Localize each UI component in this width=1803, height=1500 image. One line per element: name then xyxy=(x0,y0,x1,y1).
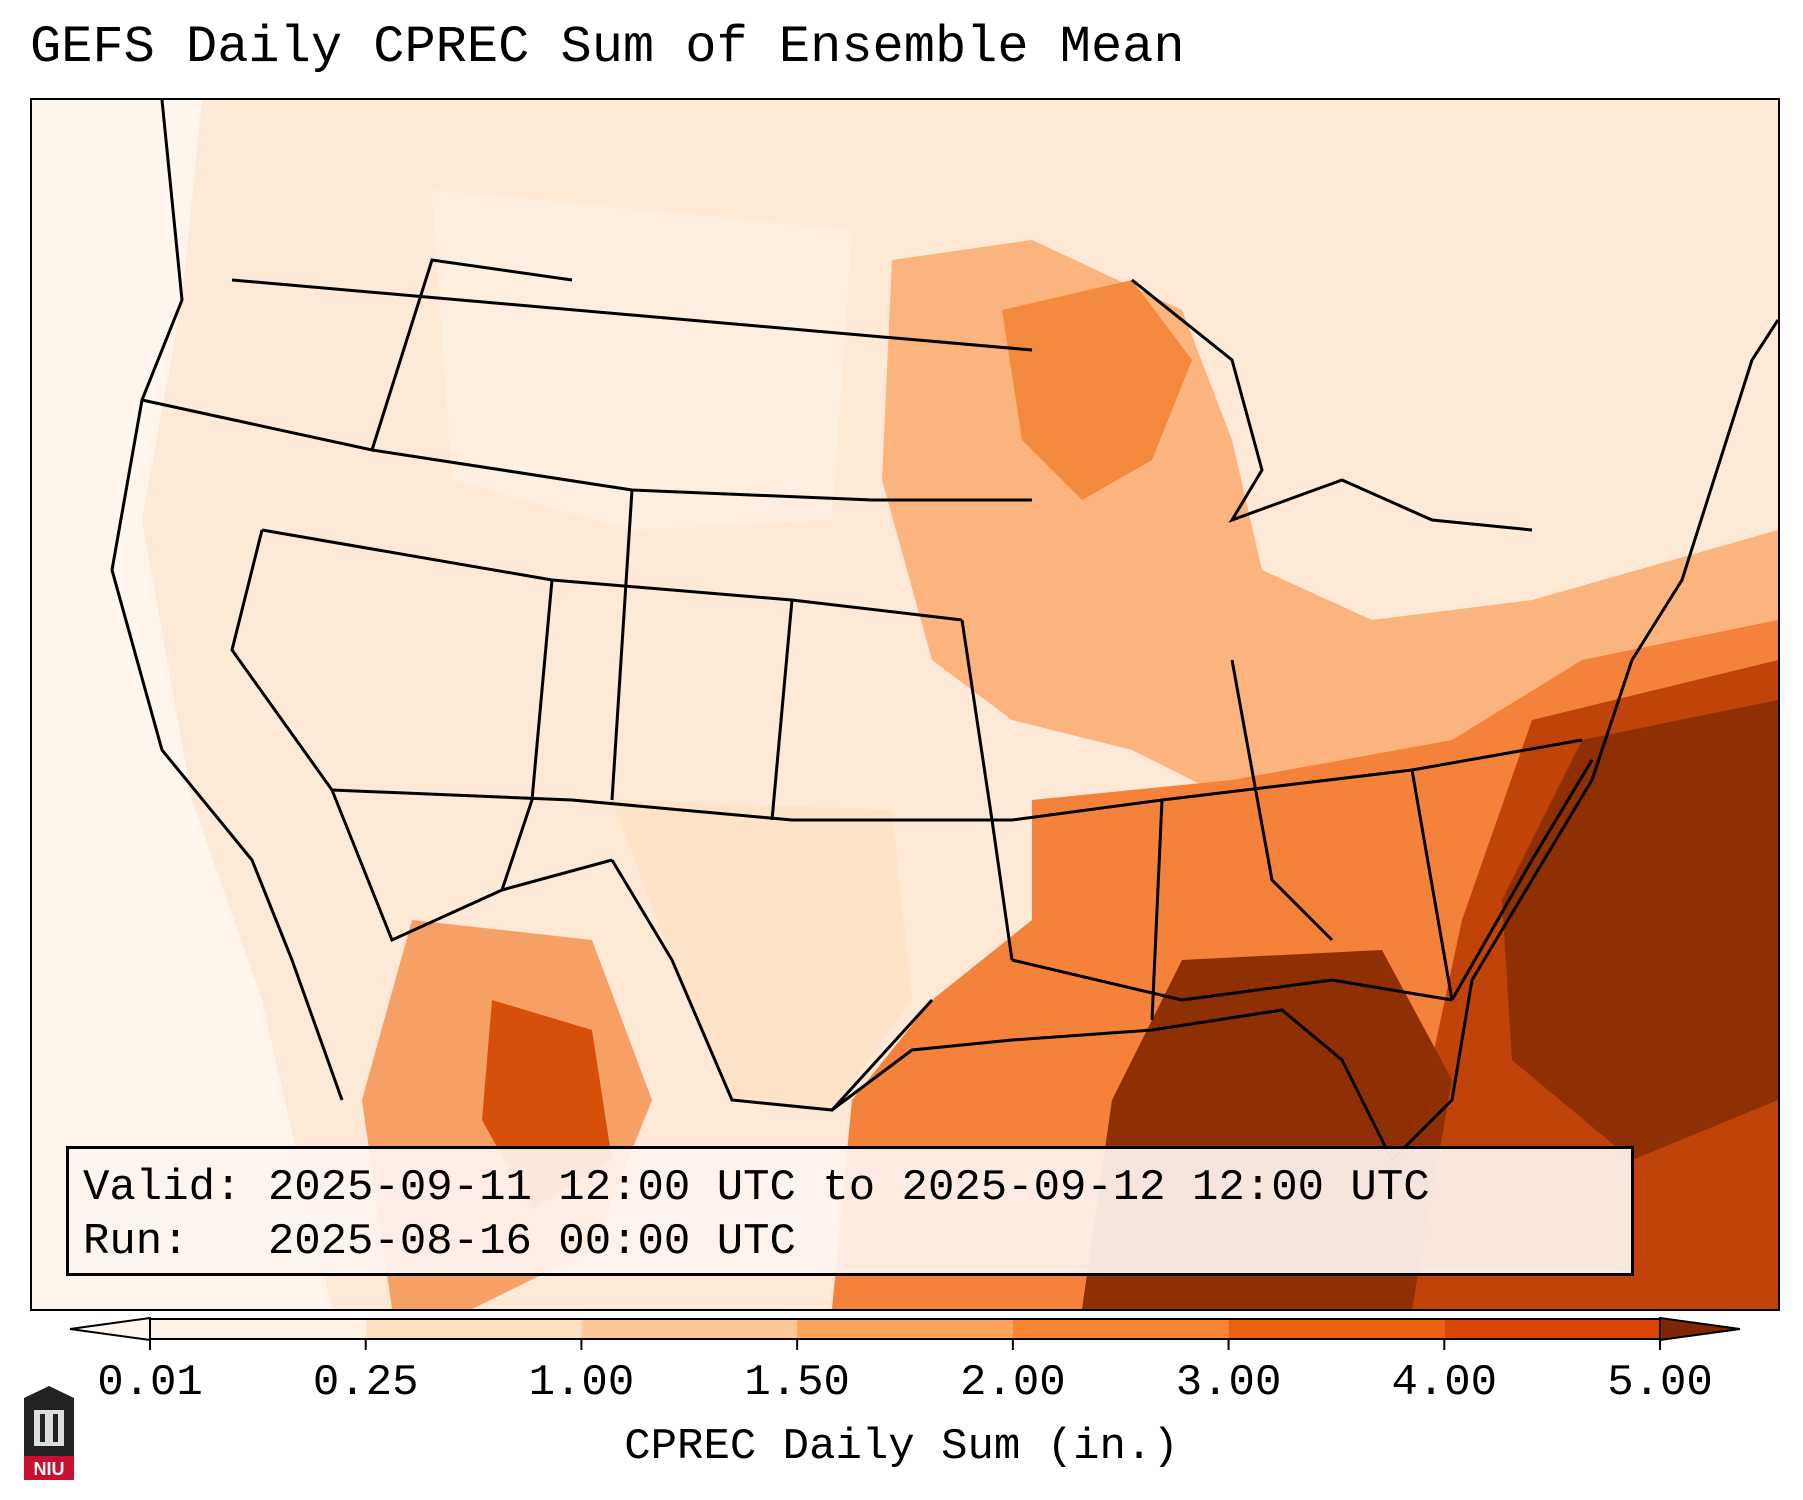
colorbar-segment xyxy=(1228,1318,1445,1340)
colorbar-outline xyxy=(149,1318,1661,1340)
colorbar-segment xyxy=(797,1318,1013,1340)
valid-run-info-box: Valid: 2025-09-11 12:00 UTC to 2025-09-1… xyxy=(66,1146,1634,1276)
upper-midwest-patch xyxy=(1002,280,1192,500)
colorbar-tick-label: 0.01 xyxy=(97,1358,203,1408)
colorbar-over-arrow xyxy=(1659,1316,1741,1342)
colorbar-tick-label: 2.00 xyxy=(960,1358,1066,1408)
plains-light-zone xyxy=(432,190,852,530)
logo-red-band xyxy=(24,1456,74,1480)
run-label: Run: xyxy=(83,1217,189,1267)
map-canvas xyxy=(32,100,1778,1309)
coastlines xyxy=(831,278,1778,1163)
colorbar-tick-label: 4.00 xyxy=(1391,1358,1498,1408)
colorbar-tick-label: 1.00 xyxy=(528,1358,635,1408)
colorbar-tick-label: 0.25 xyxy=(312,1358,419,1408)
colorbar-tick-label: 5.00 xyxy=(1607,1358,1713,1408)
precipitation-map xyxy=(30,98,1780,1311)
valid-value: 2025-09-11 12:00 UTC to 2025-09-12 12:00… xyxy=(267,1163,1430,1213)
colorbar-segment xyxy=(1012,1318,1229,1340)
valid-label: Valid: xyxy=(83,1163,242,1213)
colorbar-segment xyxy=(150,1318,366,1340)
colorbar-segment xyxy=(365,1318,582,1340)
colorbar xyxy=(69,1316,1741,1350)
colorbar-segment xyxy=(1444,1318,1660,1340)
pacific-light-zone xyxy=(32,100,332,1309)
texas-light-zone xyxy=(612,800,912,1110)
colorbar-tick-label: 3.00 xyxy=(1175,1358,1282,1408)
state-boundaries xyxy=(110,100,1594,1112)
niu-logo: NIU xyxy=(24,1386,74,1480)
run-value: 2025-08-16 00:00 UTC xyxy=(267,1217,796,1267)
colorbar-label: CPREC Daily Sum (in.) xyxy=(624,1422,1179,1472)
logo-text: NIU xyxy=(34,1459,65,1479)
colorbar-tick-label: 1.50 xyxy=(744,1358,850,1408)
colorbar-segment xyxy=(581,1318,798,1340)
colorbar-under-arrow xyxy=(69,1316,151,1342)
map-title: GEFS Daily CPREC Sum of Ensemble Mean xyxy=(30,18,1185,77)
